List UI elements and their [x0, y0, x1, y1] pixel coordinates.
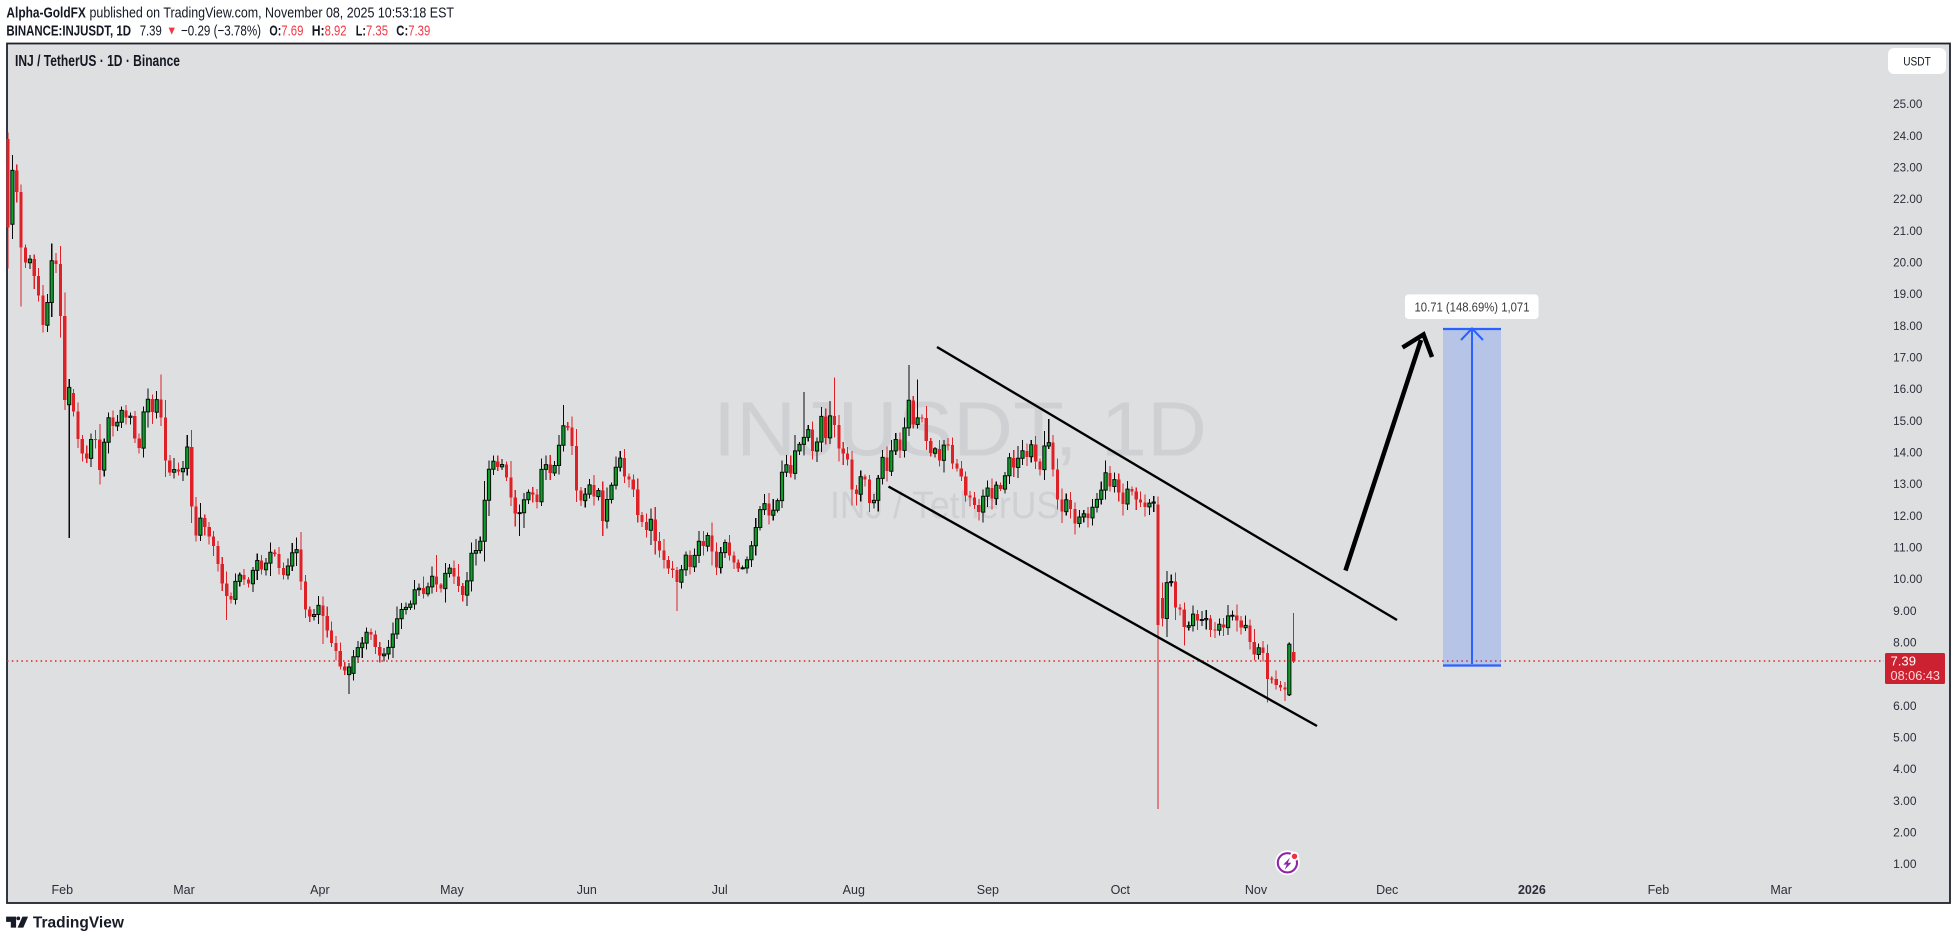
svg-text:21.00: 21.00 [1893, 226, 1922, 238]
svg-text:1.00: 1.00 [1893, 859, 1916, 871]
svg-text:11.00: 11.00 [1893, 543, 1922, 555]
svg-text:4.00: 4.00 [1893, 764, 1916, 776]
svg-text:Feb: Feb [52, 883, 74, 897]
svg-text:7.69: 7.69 [281, 23, 303, 40]
svg-text:7.39: 7.39 [140, 23, 162, 40]
svg-text:▼: ▼ [167, 24, 178, 38]
svg-text:Mar: Mar [1770, 883, 1792, 897]
svg-text:Alpha-GoldFX: Alpha-GoldFX [6, 5, 86, 22]
svg-text:6.00: 6.00 [1893, 701, 1916, 713]
svg-text:8.92: 8.92 [325, 23, 347, 40]
svg-text:14.00: 14.00 [1893, 448, 1922, 460]
svg-text:May: May [440, 883, 464, 897]
svg-text:20.00: 20.00 [1893, 258, 1922, 270]
svg-text:08:06:43: 08:06:43 [1891, 669, 1941, 683]
svg-text:8.00: 8.00 [1893, 638, 1916, 650]
svg-text:3.00: 3.00 [1893, 796, 1916, 808]
svg-text:TradingView: TradingView [33, 915, 125, 932]
svg-text:Apr: Apr [310, 883, 329, 897]
svg-text:USDT: USDT [1903, 55, 1931, 69]
svg-text:C:: C: [396, 23, 408, 40]
svg-text:INJ / TetherUS: INJ / TetherUS [830, 485, 1060, 527]
svg-text:INJ / TetherUS · 1D · Binance: INJ / TetherUS · 1D · Binance [15, 53, 180, 70]
svg-text:L:: L: [356, 23, 366, 40]
svg-text:Sep: Sep [977, 883, 999, 897]
svg-text:17.00: 17.00 [1893, 353, 1922, 365]
svg-text:24.00: 24.00 [1893, 131, 1922, 143]
svg-text:Mar: Mar [173, 883, 195, 897]
svg-text:19.00: 19.00 [1893, 289, 1922, 301]
svg-text:Dec: Dec [1376, 883, 1398, 897]
svg-text:INJUSDT, 1D: INJUSDT, 1D [713, 387, 1207, 473]
svg-text:13.00: 13.00 [1893, 479, 1922, 491]
svg-text:BINANCE:INJUSDT, 1D: BINANCE:INJUSDT, 1D [6, 23, 131, 40]
svg-text:Nov: Nov [1245, 883, 1268, 897]
svg-text:published on TradingView.com,: published on TradingView.com, November 0… [90, 5, 455, 22]
svg-text:Aug: Aug [843, 883, 865, 897]
svg-text:2026: 2026 [1518, 883, 1546, 897]
svg-text:16.00: 16.00 [1893, 384, 1922, 396]
svg-text:Feb: Feb [1648, 883, 1670, 897]
svg-text:5.00: 5.00 [1893, 733, 1916, 745]
svg-text:−0.29 (−3.78%): −0.29 (−3.78%) [181, 23, 261, 40]
svg-text:Jun: Jun [577, 883, 597, 897]
svg-text:7.39: 7.39 [1891, 655, 1917, 669]
svg-text:18.00: 18.00 [1893, 321, 1922, 333]
svg-text:7.35: 7.35 [366, 23, 388, 40]
svg-text:O:: O: [269, 23, 281, 40]
svg-text:7.39: 7.39 [408, 23, 430, 40]
svg-text:10.00: 10.00 [1893, 574, 1922, 586]
svg-text:25.00: 25.00 [1893, 99, 1922, 111]
svg-text:10.71 (148.69%) 1,071: 10.71 (148.69%) 1,071 [1415, 300, 1530, 315]
svg-text:9.00: 9.00 [1893, 606, 1916, 618]
svg-text:22.00: 22.00 [1893, 194, 1922, 206]
svg-text:H:: H: [312, 23, 325, 40]
svg-text:12.00: 12.00 [1893, 511, 1922, 523]
svg-text:2.00: 2.00 [1893, 828, 1916, 840]
svg-text:Jul: Jul [712, 883, 728, 897]
svg-text:15.00: 15.00 [1893, 416, 1922, 428]
svg-text:23.00: 23.00 [1893, 163, 1922, 175]
svg-text:Oct: Oct [1111, 883, 1131, 897]
